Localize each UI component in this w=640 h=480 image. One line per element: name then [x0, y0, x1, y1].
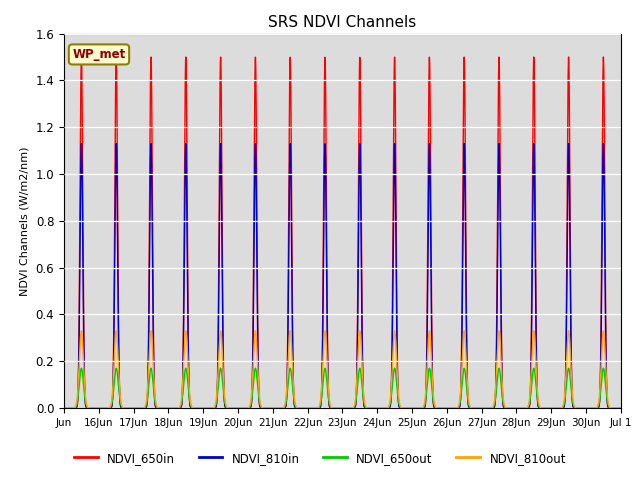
Y-axis label: NDVI Channels (W/m2/nm): NDVI Channels (W/m2/nm)	[20, 146, 30, 296]
Legend: NDVI_650in, NDVI_810in, NDVI_650out, NDVI_810out: NDVI_650in, NDVI_810in, NDVI_650out, NDV…	[69, 447, 571, 469]
Title: SRS NDVI Channels: SRS NDVI Channels	[268, 15, 417, 30]
Text: WP_met: WP_met	[72, 48, 125, 61]
